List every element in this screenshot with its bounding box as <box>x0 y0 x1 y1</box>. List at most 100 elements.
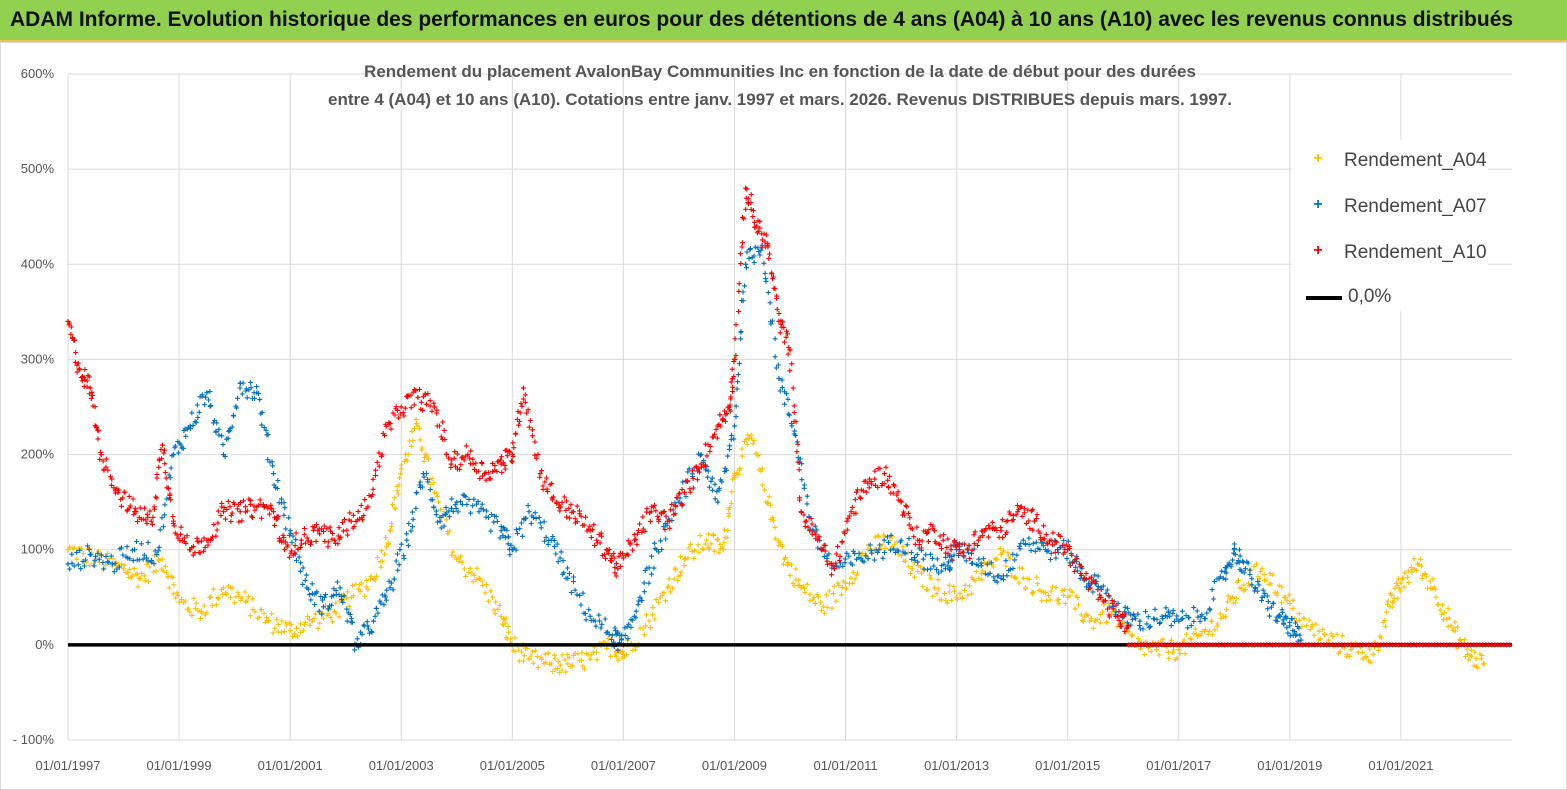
data-point <box>744 249 750 255</box>
data-point <box>1090 589 1096 595</box>
data-point <box>706 546 712 552</box>
data-point <box>333 600 339 606</box>
data-point <box>1472 649 1478 655</box>
data-point <box>237 385 243 391</box>
data-point <box>383 535 389 541</box>
data-point <box>840 584 846 590</box>
data-point <box>716 550 722 556</box>
data-point <box>568 502 574 508</box>
data-point <box>730 384 736 390</box>
data-point <box>498 524 504 530</box>
data-point <box>772 336 778 342</box>
data-point <box>1296 611 1302 617</box>
data-point <box>289 540 295 545</box>
data-point <box>211 586 217 592</box>
data-point <box>706 484 712 490</box>
data-point <box>67 566 73 572</box>
data-point <box>1026 542 1032 548</box>
data-point <box>406 521 412 526</box>
data-point <box>636 598 642 604</box>
data-point <box>1383 609 1389 615</box>
data-point <box>1398 580 1404 586</box>
data-point <box>1041 523 1047 529</box>
plus-marker-icon: + <box>1313 150 1323 167</box>
data-point <box>1339 633 1345 639</box>
data-point <box>840 563 846 569</box>
data-point <box>228 595 234 601</box>
data-point <box>557 508 563 514</box>
data-point <box>398 404 404 410</box>
legend-label-a10: Rendement_A10 <box>1344 242 1487 263</box>
data-point <box>965 547 971 553</box>
data-point <box>446 508 452 514</box>
data-point <box>201 548 207 554</box>
data-point <box>1252 585 1258 591</box>
data-point <box>1048 537 1054 543</box>
data-point <box>528 521 534 526</box>
data-point <box>429 408 435 414</box>
data-point <box>248 385 254 391</box>
data-point <box>433 508 439 514</box>
data-point <box>679 502 685 508</box>
data-point <box>283 539 289 545</box>
data-point <box>747 247 753 253</box>
data-point <box>582 666 588 672</box>
data-point <box>347 612 353 617</box>
data-point <box>1053 584 1059 590</box>
data-point <box>383 597 389 603</box>
data-point <box>1061 587 1067 593</box>
data-point <box>713 426 719 432</box>
data-point <box>1475 665 1481 671</box>
data-point <box>144 521 150 527</box>
data-point <box>252 507 258 513</box>
data-point <box>431 504 437 510</box>
data-point <box>606 550 612 556</box>
x-tick-label: 01/01/2017 <box>1146 758 1211 773</box>
data-point <box>896 548 901 554</box>
data-point <box>219 500 225 506</box>
data-point <box>508 542 514 548</box>
data-point <box>1382 618 1388 624</box>
data-point <box>845 515 851 521</box>
data-point <box>572 587 578 593</box>
data-point <box>296 554 302 560</box>
data-point <box>80 551 86 556</box>
data-point <box>735 372 741 378</box>
data-point <box>75 562 81 568</box>
data-point <box>213 602 219 608</box>
data-point <box>381 602 387 608</box>
data-point <box>397 547 403 553</box>
data-point <box>918 545 924 551</box>
data-point <box>787 347 793 353</box>
data-point <box>441 523 447 529</box>
data-point <box>1113 602 1119 608</box>
data-point <box>1018 504 1024 510</box>
data-point <box>957 591 963 597</box>
data-point <box>1021 510 1027 516</box>
data-point <box>776 376 782 381</box>
data-point <box>160 568 166 574</box>
data-point <box>1026 518 1032 524</box>
data-point <box>738 336 744 342</box>
data-point <box>972 529 978 535</box>
data-point <box>171 582 177 588</box>
data-point <box>1293 620 1298 626</box>
data-point <box>898 553 904 559</box>
data-point <box>221 505 227 511</box>
data-point <box>244 386 249 392</box>
data-point <box>329 602 334 608</box>
data-point <box>653 508 659 514</box>
data-point <box>966 543 972 549</box>
data-point <box>111 485 117 491</box>
data-point <box>86 547 92 552</box>
data-point <box>103 562 109 568</box>
data-point <box>732 356 737 362</box>
data-point <box>1163 605 1169 611</box>
data-point <box>850 580 856 586</box>
data-point <box>980 533 986 539</box>
data-point <box>887 473 892 479</box>
data-point <box>999 517 1005 523</box>
data-point <box>288 621 294 627</box>
data-point <box>175 450 181 456</box>
data-point <box>641 580 647 586</box>
